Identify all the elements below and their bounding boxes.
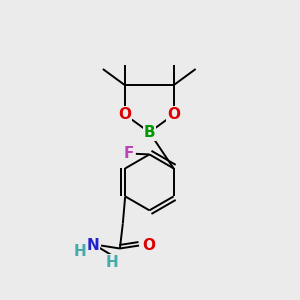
Text: F: F — [124, 146, 134, 161]
Text: N: N — [86, 238, 99, 253]
Text: B: B — [144, 125, 155, 140]
Text: O: O — [118, 107, 131, 122]
Text: H: H — [74, 244, 86, 259]
Text: H: H — [105, 255, 118, 270]
Text: O: O — [142, 238, 155, 253]
Text: O: O — [167, 107, 180, 122]
